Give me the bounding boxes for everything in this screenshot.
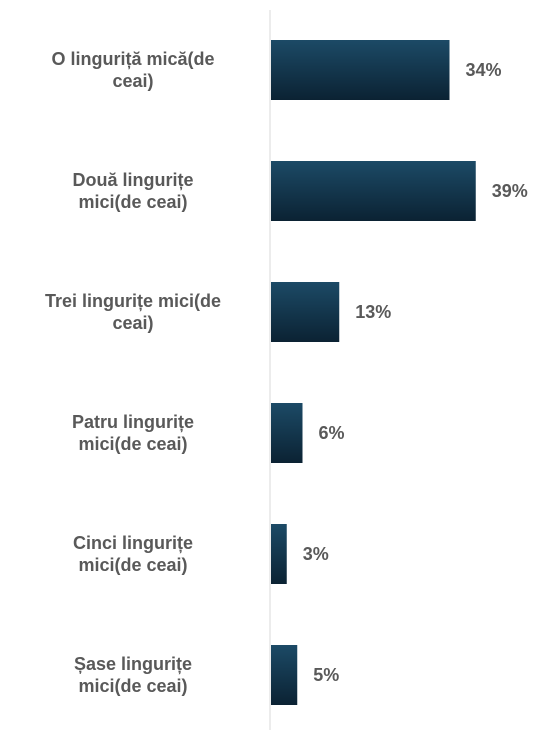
bar-5 — [271, 524, 287, 584]
bar-value-label: 34% — [465, 60, 502, 80]
bar-3 — [271, 282, 340, 342]
bar-1 — [271, 40, 450, 100]
category-label-line: mici(de ceai) — [78, 192, 188, 212]
category-label-line: mici(de ceai) — [78, 676, 188, 696]
category-label-line: Șase lingurițe — [73, 654, 193, 674]
bar-value-label: 13% — [355, 302, 392, 322]
category-label-line: Cinci lingurițe — [72, 533, 193, 553]
category-label-line: ceai) — [112, 71, 154, 91]
bar-2 — [271, 161, 476, 221]
category-label-line: Două lingurițe — [72, 170, 194, 190]
bar-value-label: 6% — [318, 423, 345, 443]
category-label: Trei lingurițe mici(de ceai) — [8, 290, 258, 334]
category-label-line: mici(de ceai) — [78, 555, 188, 575]
category-label: O linguriță mică(de ceai) — [8, 48, 258, 92]
category-label: Două lingurițe mici(de ceai) — [8, 169, 258, 213]
category-label-line: Trei lingurițe mici(de — [44, 291, 222, 311]
category-label: Patru lingurițe mici(de ceai) — [8, 411, 258, 455]
category-label-line: Patru lingurițe — [71, 412, 194, 432]
bar-value-label: 5% — [313, 665, 340, 685]
bar-value-label: 3% — [302, 544, 329, 564]
category-label-line: mici(de ceai) — [78, 434, 188, 454]
category-label-line: ceai) — [112, 313, 154, 333]
category-label-line: O linguriță mică(de — [51, 49, 215, 69]
bar-4 — [271, 403, 303, 463]
category-label: Șase lingurițe mici(de ceai) — [8, 653, 258, 697]
bar-6 — [271, 645, 298, 705]
bar-value-label: 39% — [491, 181, 528, 201]
category-label: Cinci lingurițe mici(de ceai) — [8, 532, 258, 576]
